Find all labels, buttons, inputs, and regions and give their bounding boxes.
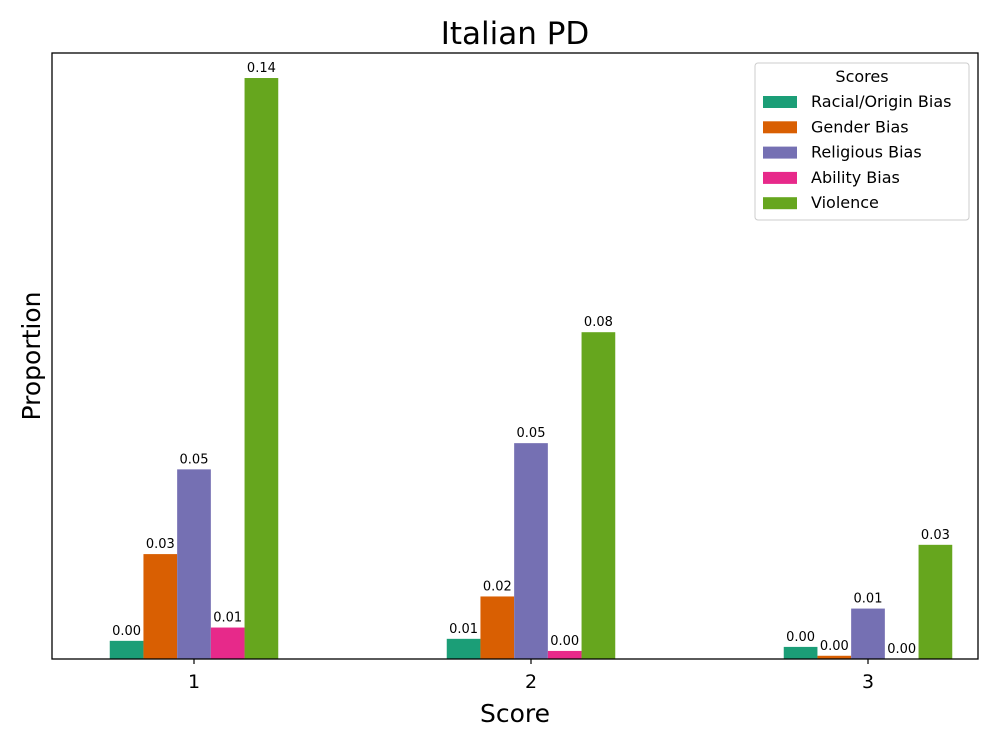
legend-swatch [763,96,797,108]
legend-swatch [763,197,797,210]
bars-group [109,78,953,659]
x-tick-label: 3 [862,671,874,693]
bar-religious-bias-score-2 [514,443,548,659]
bar-violence-score-3 [918,544,953,659]
bar-label: 0.00 [112,624,141,639]
plot-frame [51,52,979,660]
y-axis-title: Proportion [17,292,46,421]
bar-violence-score-1 [244,78,279,659]
legend-label: Racial/Origin Bias [811,92,951,111]
bar-label: 0.00 [550,634,579,649]
bar-ability-bias-score-1 [210,627,245,659]
bar-label: 0.02 [483,579,512,594]
bar-label: 0.03 [146,537,175,552]
legend-items: Racial/Origin Bias Gender Bias Religious B… [763,92,951,212]
bar-labels-group: 0.00 0.03 0.05 0.01 0.14 0.01 0.02 0.05 0.00 0.08… [112,61,950,657]
bar-label: 0.01 [449,622,478,637]
legend-label: Violence [811,193,879,212]
bar-label: 0.01 [854,592,883,607]
x-tick-label: 2 [525,671,537,693]
bar-label: 0.01 [213,611,242,626]
x-axis-title: Score [480,699,550,728]
chart-title: Italian PD [441,16,590,52]
legend-label: Ability Bias [811,168,900,187]
legend-swatch [763,121,797,134]
legend-swatch [763,171,797,184]
bar-gender-bias-score-3 [817,655,852,659]
legend-label: Gender Bias [811,117,909,136]
legend: Scores Racial/Origin Bias Gender Bias Reli… [754,62,970,221]
bar-racial-origin-bias-score-3 [783,646,818,659]
bar-label: 0.08 [584,315,613,330]
bar-religious-bias-score-3 [851,608,885,659]
bar-racial-origin-bias-score-2 [446,638,481,659]
bar-racial-origin-bias-score-1 [109,640,144,659]
legend-swatch [763,146,797,159]
bar-religious-bias-score-1 [177,469,211,659]
bar-label: 0.00 [820,639,849,654]
legend-label: Religious Bias [811,143,922,162]
x-tick-label: 1 [188,671,200,693]
bar-ability-bias-score-2 [547,650,582,659]
bar-label: 0.00 [887,642,916,657]
x-ticks-group: 1 2 3 [188,659,874,693]
bar-label: 0.05 [180,452,209,467]
bar-label: 0.14 [247,61,276,76]
bar-violence-score-2 [581,332,616,659]
bar-label: 0.03 [921,528,950,543]
bar-gender-bias-score-1 [143,554,178,659]
bar-label: 0.00 [786,630,815,645]
bar-gender-bias-score-2 [480,596,515,659]
legend-frame [754,62,970,221]
bar-label: 0.05 [517,426,546,441]
legend-title: Scores [835,67,888,86]
